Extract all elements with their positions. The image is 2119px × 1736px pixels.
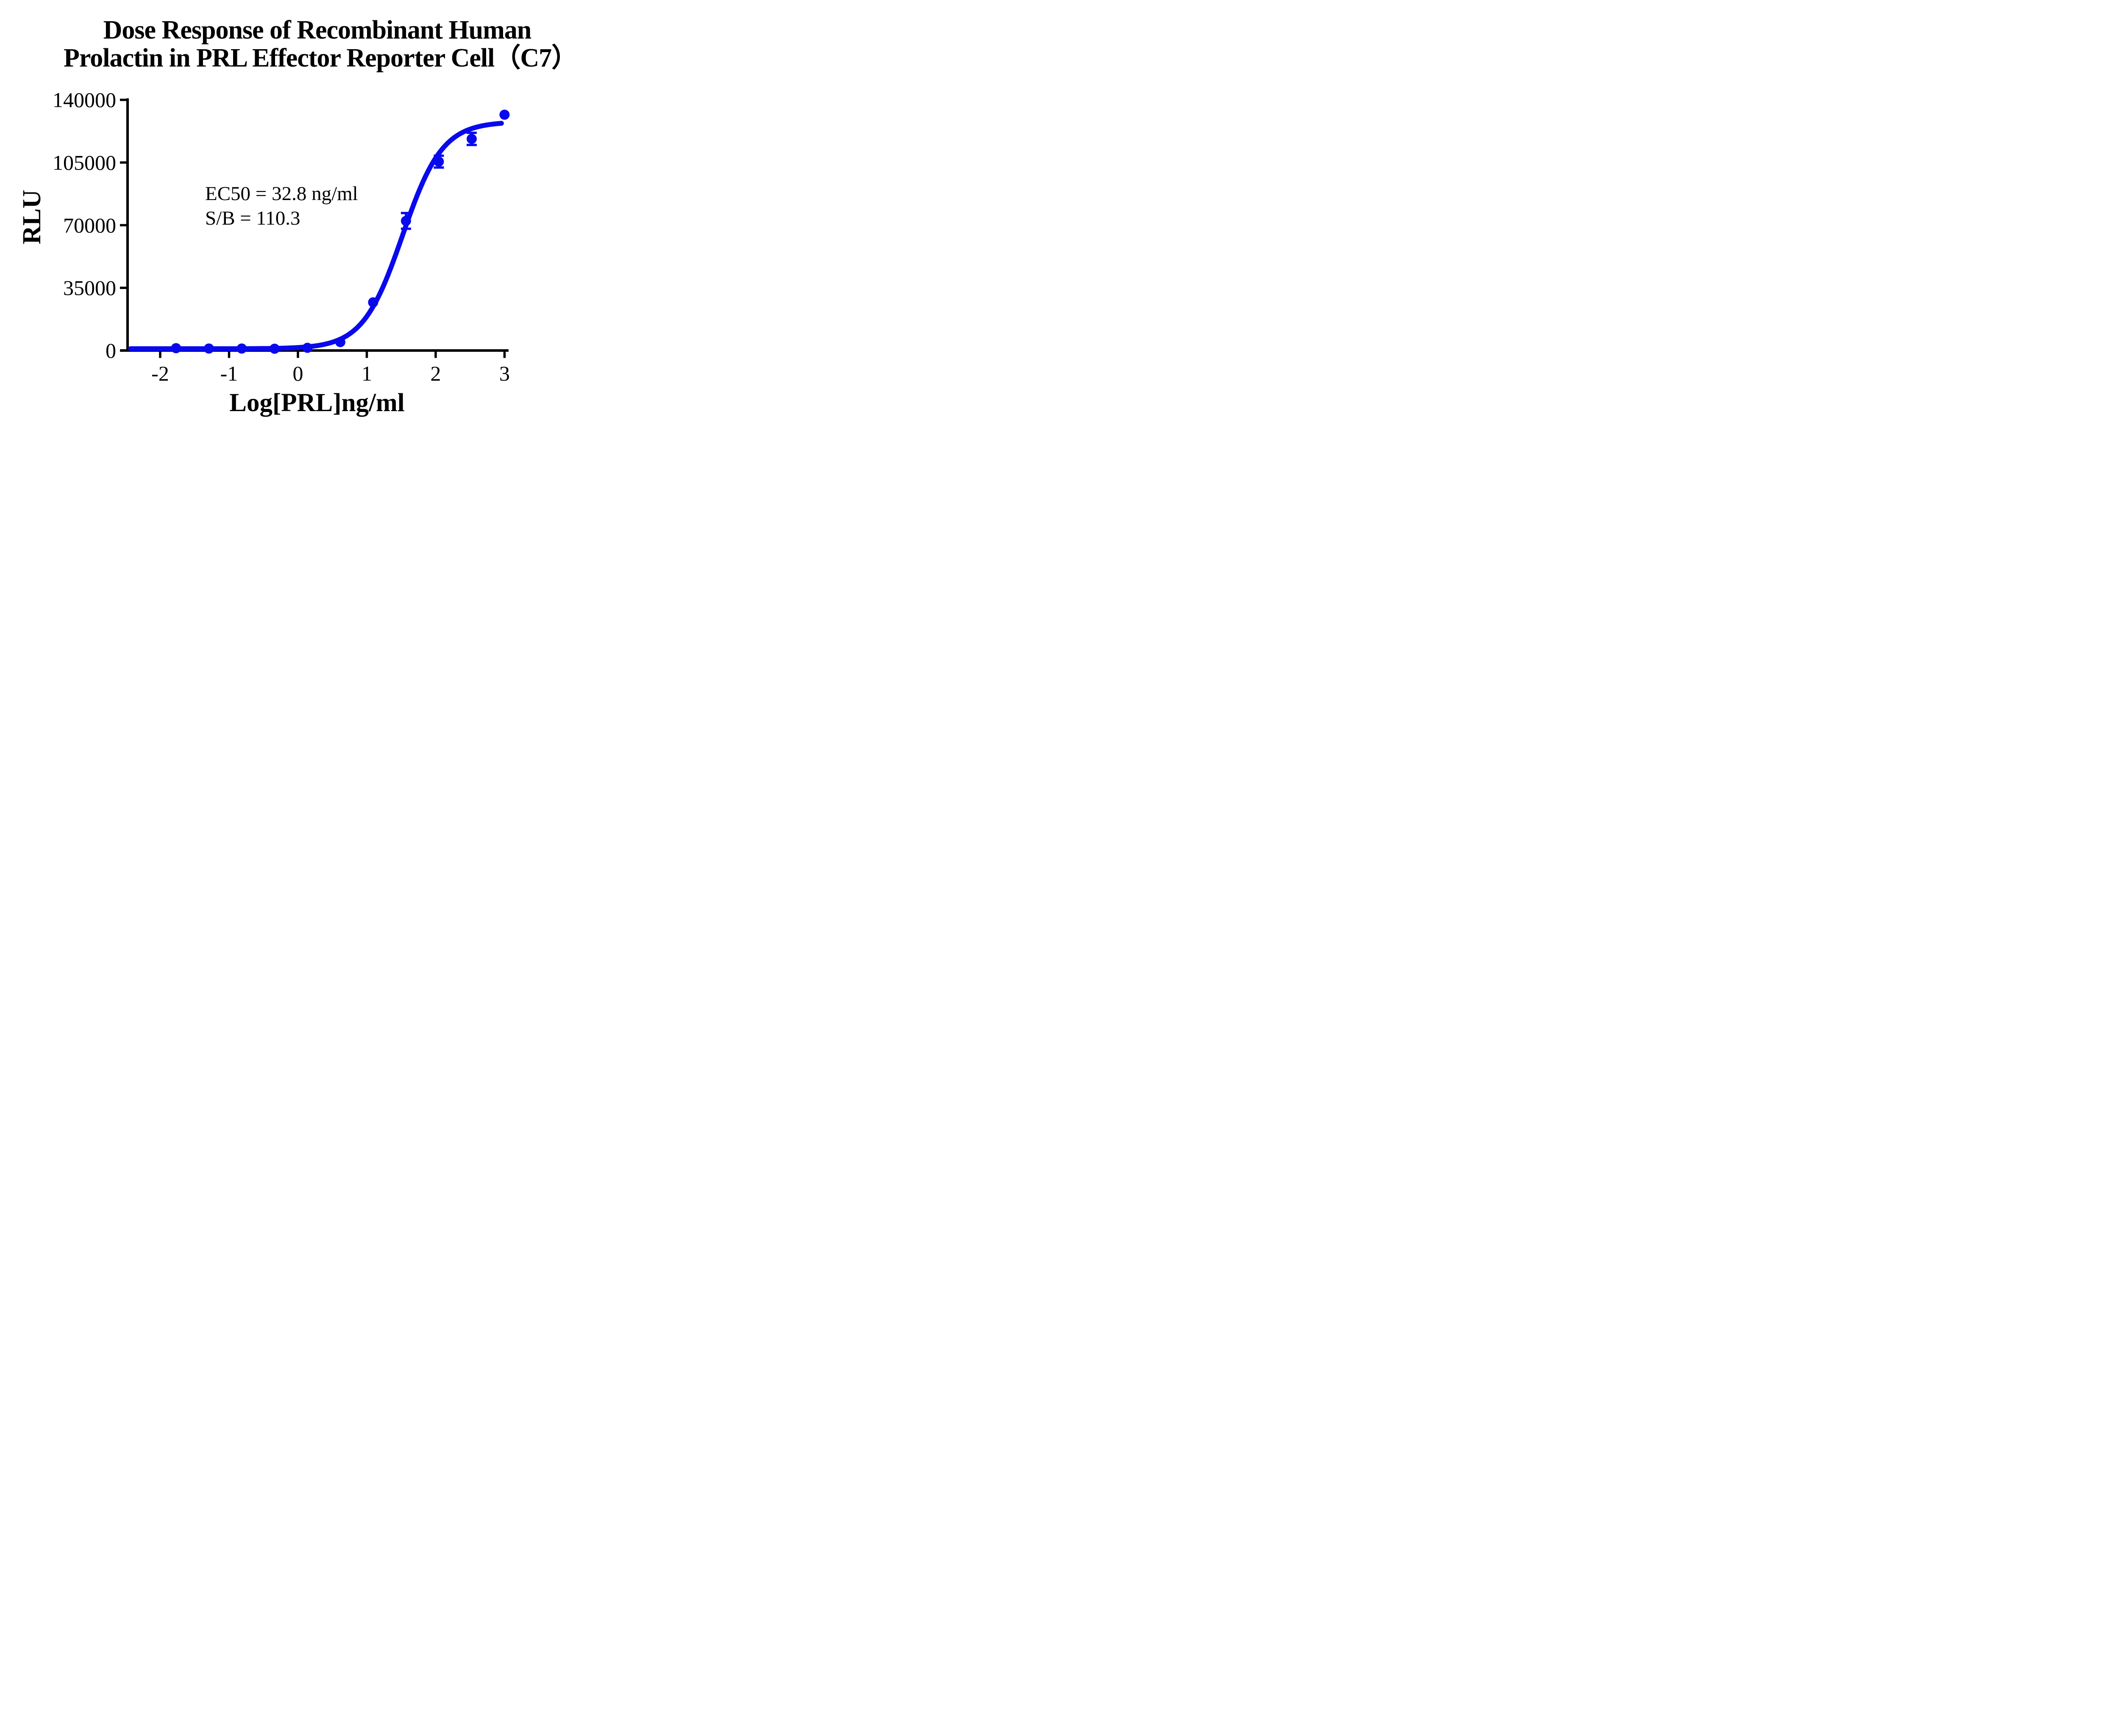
data-point bbox=[335, 337, 345, 348]
data-point bbox=[302, 342, 313, 353]
y-tick-label: 105000 bbox=[53, 150, 116, 174]
fit-curve bbox=[128, 121, 504, 351]
data-point bbox=[368, 297, 378, 308]
data-point bbox=[171, 343, 181, 353]
data-point bbox=[499, 109, 510, 120]
x-axis-title: Log[PRL]ng/ml bbox=[229, 389, 405, 417]
plot-canvas: 0 35000 70000 105000 140000 -2 -1 0 1 2 3 bbox=[53, 88, 510, 385]
chart-title: Dose Response of Recombinant Human Prola… bbox=[64, 16, 571, 72]
data-point bbox=[466, 134, 477, 144]
data-point bbox=[203, 343, 214, 354]
dose-response-figure: Dose Response of Recombinant Human Prola… bbox=[0, 0, 571, 434]
y-tick-label: 70000 bbox=[63, 213, 116, 237]
x-tick-label: -2 bbox=[151, 362, 169, 385]
signal-to-background-text: S/B = 110.3 bbox=[205, 207, 300, 229]
chart-title-line1: Dose Response of Recombinant Human bbox=[103, 16, 532, 45]
ec50-value-text: EC50 = 32.8 ng/ml bbox=[205, 183, 358, 205]
x-tick-label: 3 bbox=[499, 362, 510, 385]
data-point bbox=[269, 343, 280, 354]
y-tick-label: 35000 bbox=[63, 276, 116, 300]
x-tick-label: 1 bbox=[362, 362, 372, 385]
x-tick-label: -1 bbox=[220, 362, 238, 385]
x-tick-label: 0 bbox=[293, 362, 303, 385]
data-point bbox=[400, 216, 411, 226]
y-tick-label: 0 bbox=[106, 339, 116, 362]
y-tick-label: 140000 bbox=[53, 88, 116, 112]
chart-title-line2: Prolactin in PRL Effector Reporter Cell（… bbox=[64, 44, 571, 72]
data-point bbox=[236, 343, 247, 354]
fit-results-annotation: EC50 = 32.8 ng/ml S/B = 110.3 bbox=[205, 181, 358, 231]
data-point bbox=[434, 156, 444, 167]
x-tick-label: 2 bbox=[431, 362, 441, 385]
